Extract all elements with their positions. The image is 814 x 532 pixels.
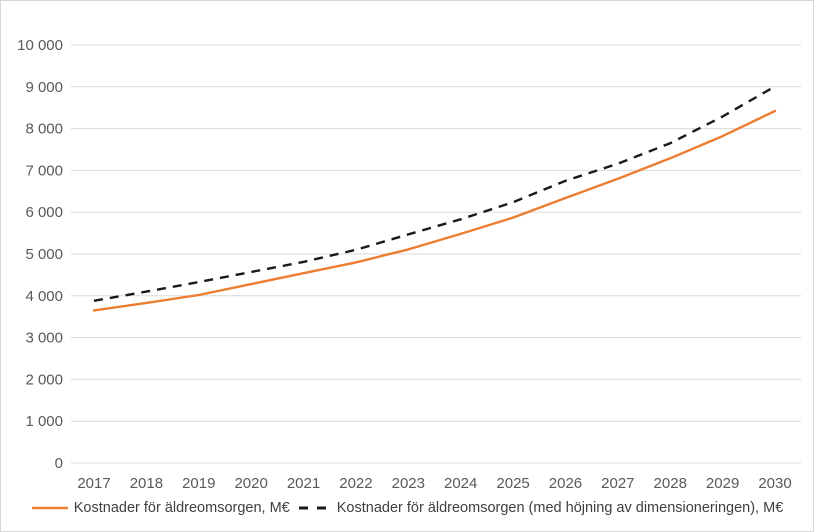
legend-item-baseline-costs: Kostnader för äldreomsorgen, M€ — [31, 500, 290, 516]
y-tick-label: 6 000 — [25, 204, 63, 221]
line-chart-plot-area: 0 1 000 2 000 3 000 4 000 5 000 6 000 7 000 8 00… — [17, 37, 801, 492]
x-tick-label: 2022 — [339, 475, 372, 492]
gridlines — [71, 44, 801, 464]
series-line-1 — [93, 85, 776, 302]
y-tick-label: 9 000 — [25, 79, 63, 96]
x-tick-label: 2021 — [287, 475, 320, 492]
x-tick-label: 2030 — [758, 475, 791, 492]
x-tick-label: 2025 — [496, 475, 529, 492]
y-axis-labels: 0 1 000 2 000 3 000 4 000 5 000 6 000 7 000 8 00… — [17, 37, 63, 472]
x-tick-label: 2019 — [182, 475, 215, 492]
x-tick-label: 2029 — [706, 475, 739, 492]
x-axis-labels: 2017 2018 2019 2020 2021 2022 2023 2024 2025 2026… — [77, 475, 791, 492]
x-tick-label: 2018 — [130, 475, 163, 492]
chart-legend: Kostnader för äldreomsorgen, M€ Kostnade… — [1, 500, 813, 516]
x-tick-label: 2024 — [444, 475, 477, 492]
y-tick-label: 4 000 — [25, 288, 63, 305]
y-tick-label: 1 000 — [25, 413, 63, 430]
x-tick-label: 2023 — [392, 475, 425, 492]
y-tick-label: 8 000 — [25, 121, 63, 138]
y-tick-label: 2 000 — [25, 371, 63, 388]
x-tick-label: 2020 — [234, 475, 267, 492]
legend-label-baseline-costs: Kostnader för äldreomsorgen, M€ — [73, 500, 290, 516]
y-tick-label: 7 000 — [25, 162, 63, 179]
y-tick-label: 5 000 — [25, 246, 63, 263]
x-tick-label: 2027 — [601, 475, 634, 492]
x-tick-label: 2017 — [77, 475, 110, 492]
series-line-0 — [92, 109, 777, 312]
x-tick-label: 2028 — [654, 475, 687, 492]
legend-label-raised-dimensioning-costs: Kostnader för äldreomsorgen (med höjning… — [336, 500, 784, 516]
y-tick-label: 3 000 — [25, 330, 63, 347]
legend-swatch-dashed-line-icon — [298, 506, 331, 510]
y-tick-label: 0 — [55, 455, 63, 472]
y-tick-label: 10 000 — [17, 37, 63, 54]
legend-item-raised-dimensioning-costs: Kostnader för äldreomsorgen (med höjning… — [298, 500, 784, 516]
x-tick-label: 2026 — [549, 475, 582, 492]
legend-swatch-solid-line-icon — [31, 506, 68, 510]
